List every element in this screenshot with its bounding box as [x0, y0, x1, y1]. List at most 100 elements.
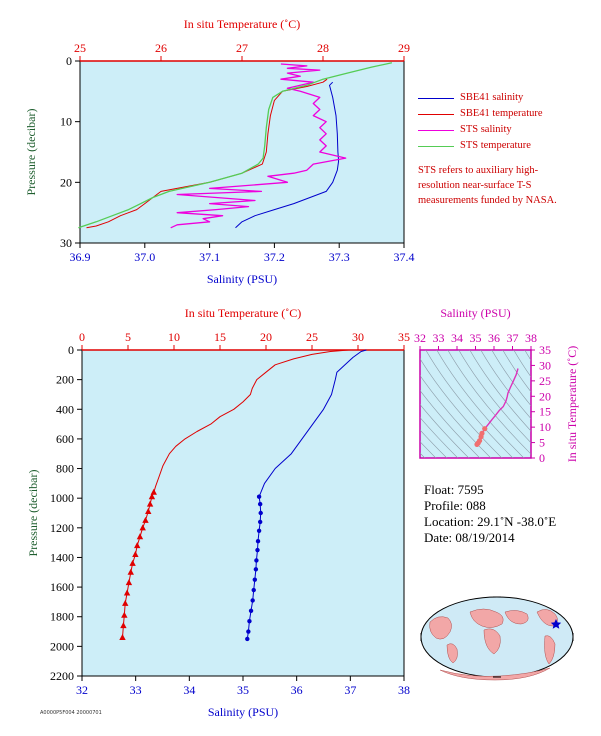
plot-area — [81, 349, 405, 677]
inset-right-tick-label: 30 — [539, 358, 551, 372]
y-tick-label: 20 — [60, 175, 72, 189]
salinity-marker — [257, 519, 263, 525]
top-tick-label: 25 — [74, 41, 86, 55]
y-tick-label: 600 — [56, 432, 74, 446]
bottom-tick-label: 37.1 — [199, 250, 220, 264]
inset-top-tick-label: 38 — [525, 331, 537, 345]
bottom-tick-label: 36.9 — [70, 250, 91, 264]
temperature-marker — [122, 599, 129, 606]
density-contour — [420, 390, 481, 458]
top-tick-label: 29 — [398, 41, 410, 55]
top-tick-label: 20 — [260, 330, 272, 344]
density-contour — [480, 350, 531, 420]
temperature-marker — [142, 516, 149, 523]
temperature-marker — [136, 533, 144, 540]
bottom-axis-title: Salinity (PSU) — [208, 705, 278, 719]
y-tick-label: 2200 — [50, 669, 74, 683]
y-tick-label: 1000 — [50, 491, 74, 505]
temperature-marker — [123, 589, 131, 596]
temperature-marker — [148, 493, 156, 500]
inset-plot-area — [419, 349, 532, 459]
salinity-marker — [246, 629, 251, 634]
bottom-tick-label: 37.4 — [394, 250, 415, 264]
top-axis-title: In situ Temperature (˚C) — [185, 306, 302, 320]
y-tick-label: 1400 — [50, 550, 74, 564]
temperature-marker — [125, 579, 133, 586]
salinity-marker — [257, 501, 263, 507]
legend-swatch-sts-salinity — [418, 130, 454, 131]
top-tick-label: 0 — [79, 330, 85, 344]
inset-right-tick-label: 35 — [539, 343, 551, 357]
salinity-marker — [255, 538, 261, 544]
density-contour — [420, 403, 470, 458]
profile-number: Profile: 088 — [424, 498, 486, 513]
salinity-marker — [256, 528, 262, 533]
location: Location: 29.1˚N -38.0˚E — [424, 514, 557, 529]
inset-top-tick-label: 33 — [433, 331, 445, 345]
bottom-tick-label: 37 — [344, 683, 356, 697]
series-line-sts-salinity — [170, 63, 347, 229]
density-contour — [420, 417, 459, 458]
top-tick-label: 26 — [155, 41, 167, 55]
temperature-marker — [134, 542, 141, 549]
y-axis-title: Pressure (decibar) — [26, 470, 40, 557]
density-contour — [469, 350, 531, 432]
density-contour — [458, 350, 531, 444]
bottom-tick-label: 32 — [76, 683, 88, 697]
top-axis-title: In situ Temperature (˚C) — [184, 17, 301, 31]
legend-swatch-sts-temperature — [418, 146, 454, 147]
salinity-marker — [250, 598, 255, 603]
temperature-marker — [132, 550, 139, 557]
density-contour — [420, 358, 503, 458]
inset-top-tick-label: 36 — [488, 331, 500, 345]
inset-top-axis-title: Salinity (PSU) — [440, 306, 510, 320]
map-land — [544, 635, 556, 665]
salinity-marker — [247, 618, 252, 624]
temperature-marker — [146, 500, 154, 507]
y-tick-label: 1600 — [50, 580, 74, 594]
temperature-marker — [145, 508, 152, 515]
inset-right-tick-label: 0 — [539, 451, 545, 465]
salinity-marker — [245, 636, 250, 642]
map-land — [446, 643, 458, 664]
y-tick-label: 10 — [60, 115, 72, 129]
temperature-marker — [139, 524, 146, 531]
y-tick-label: 200 — [56, 373, 74, 387]
inset-top-tick-label: 37 — [507, 331, 519, 345]
top-tick-label: 27 — [236, 41, 248, 55]
bottom-axis-title: Salinity (PSU) — [207, 272, 277, 286]
legend-swatch-sbe41-salinity — [418, 98, 454, 99]
y-tick-label: 1800 — [50, 610, 74, 624]
salinity-marker — [254, 558, 259, 563]
map-land — [429, 616, 452, 640]
inset-top-tick-label: 34 — [451, 331, 463, 345]
float-id: Float: 7595 — [424, 482, 484, 497]
date: Date: 08/19/2014 — [424, 530, 515, 545]
legend-label: SBE41 temperature — [460, 108, 543, 119]
ts-point — [476, 438, 483, 444]
map-land — [504, 610, 529, 625]
y-tick-label: 400 — [56, 402, 74, 416]
density-contours — [420, 350, 531, 458]
map-land — [469, 608, 504, 628]
inset-right-axis-title: In situ Temperature (˚C) — [565, 346, 579, 463]
top-tick-label: 35 — [398, 330, 410, 344]
top-panel: 25 26 27 28 29 36.9 37.0 37.1 37.2 37.3 37.4 0 10 20 3… — [24, 17, 415, 286]
float-info: Float: 7595 Profile: 088 Location: 29.1˚… — [424, 482, 556, 546]
temperature-marker — [127, 568, 134, 575]
inset-right-tick-label: 25 — [539, 374, 551, 388]
inset-right-tick-label: 5 — [539, 436, 545, 450]
bottom-tick-label: 37.3 — [329, 250, 350, 264]
bottom-panel: 0 5 10 15 20 25 30 35 32 33 34 35 36 37 38 0 200 400 600 80… — [26, 306, 410, 719]
salinity-marker — [253, 567, 259, 572]
legend-label: SBE41 salinity — [460, 92, 524, 103]
density-contour — [436, 350, 525, 458]
y-tick-label: 0 — [66, 54, 72, 68]
ts-point — [479, 430, 485, 436]
density-contour — [447, 350, 531, 455]
footer-code: A0000P5F004 20000701 — [40, 710, 102, 716]
y-tick-label: 2000 — [50, 639, 74, 653]
temperature-marker — [150, 488, 157, 495]
